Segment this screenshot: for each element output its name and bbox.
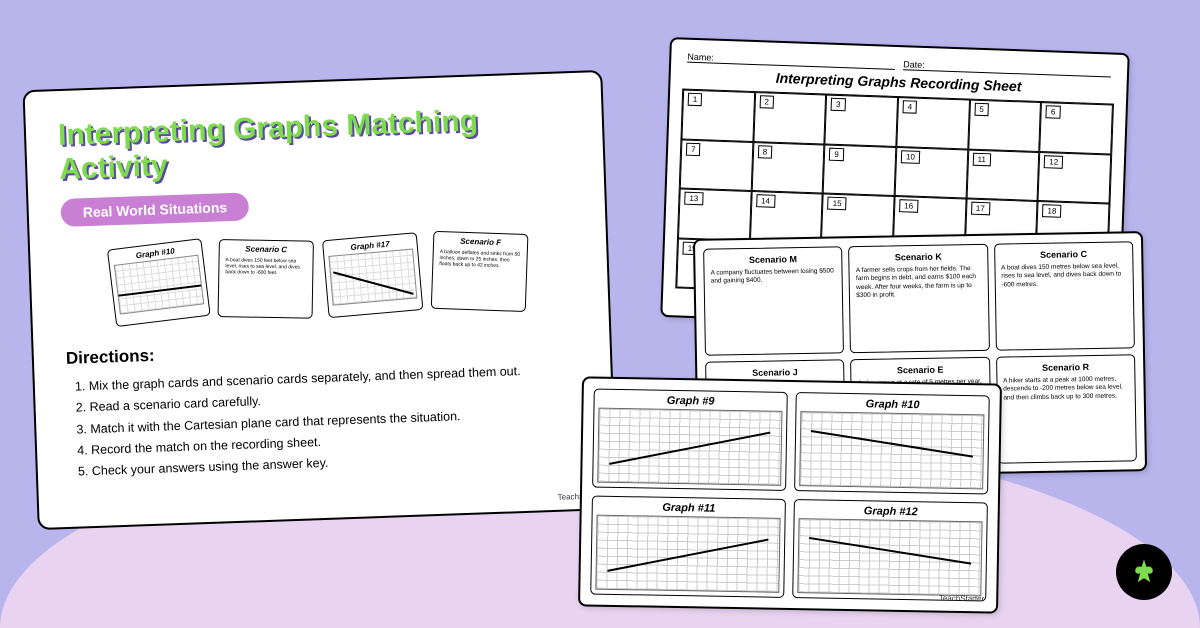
graph-cards-sheet: Graph #9Graph #10Graph #11Graph #12 Teac…: [578, 376, 1002, 613]
subtitle-badge: Real World Situations: [60, 192, 249, 227]
steps-list: Mix the graph cards and scenario cards s…: [67, 359, 582, 483]
main-title: Interpreting Graphs Matching Activity: [58, 101, 572, 187]
preview-cards: Graph #10 Scenario CA boat dives 150 fee…: [62, 229, 576, 325]
main-instruction-card: Interpreting Graphs Matching Activity Re…: [22, 70, 617, 530]
directions: Directions: Mix the graph cards and scen…: [66, 331, 582, 483]
brand-logo: [1116, 544, 1172, 600]
